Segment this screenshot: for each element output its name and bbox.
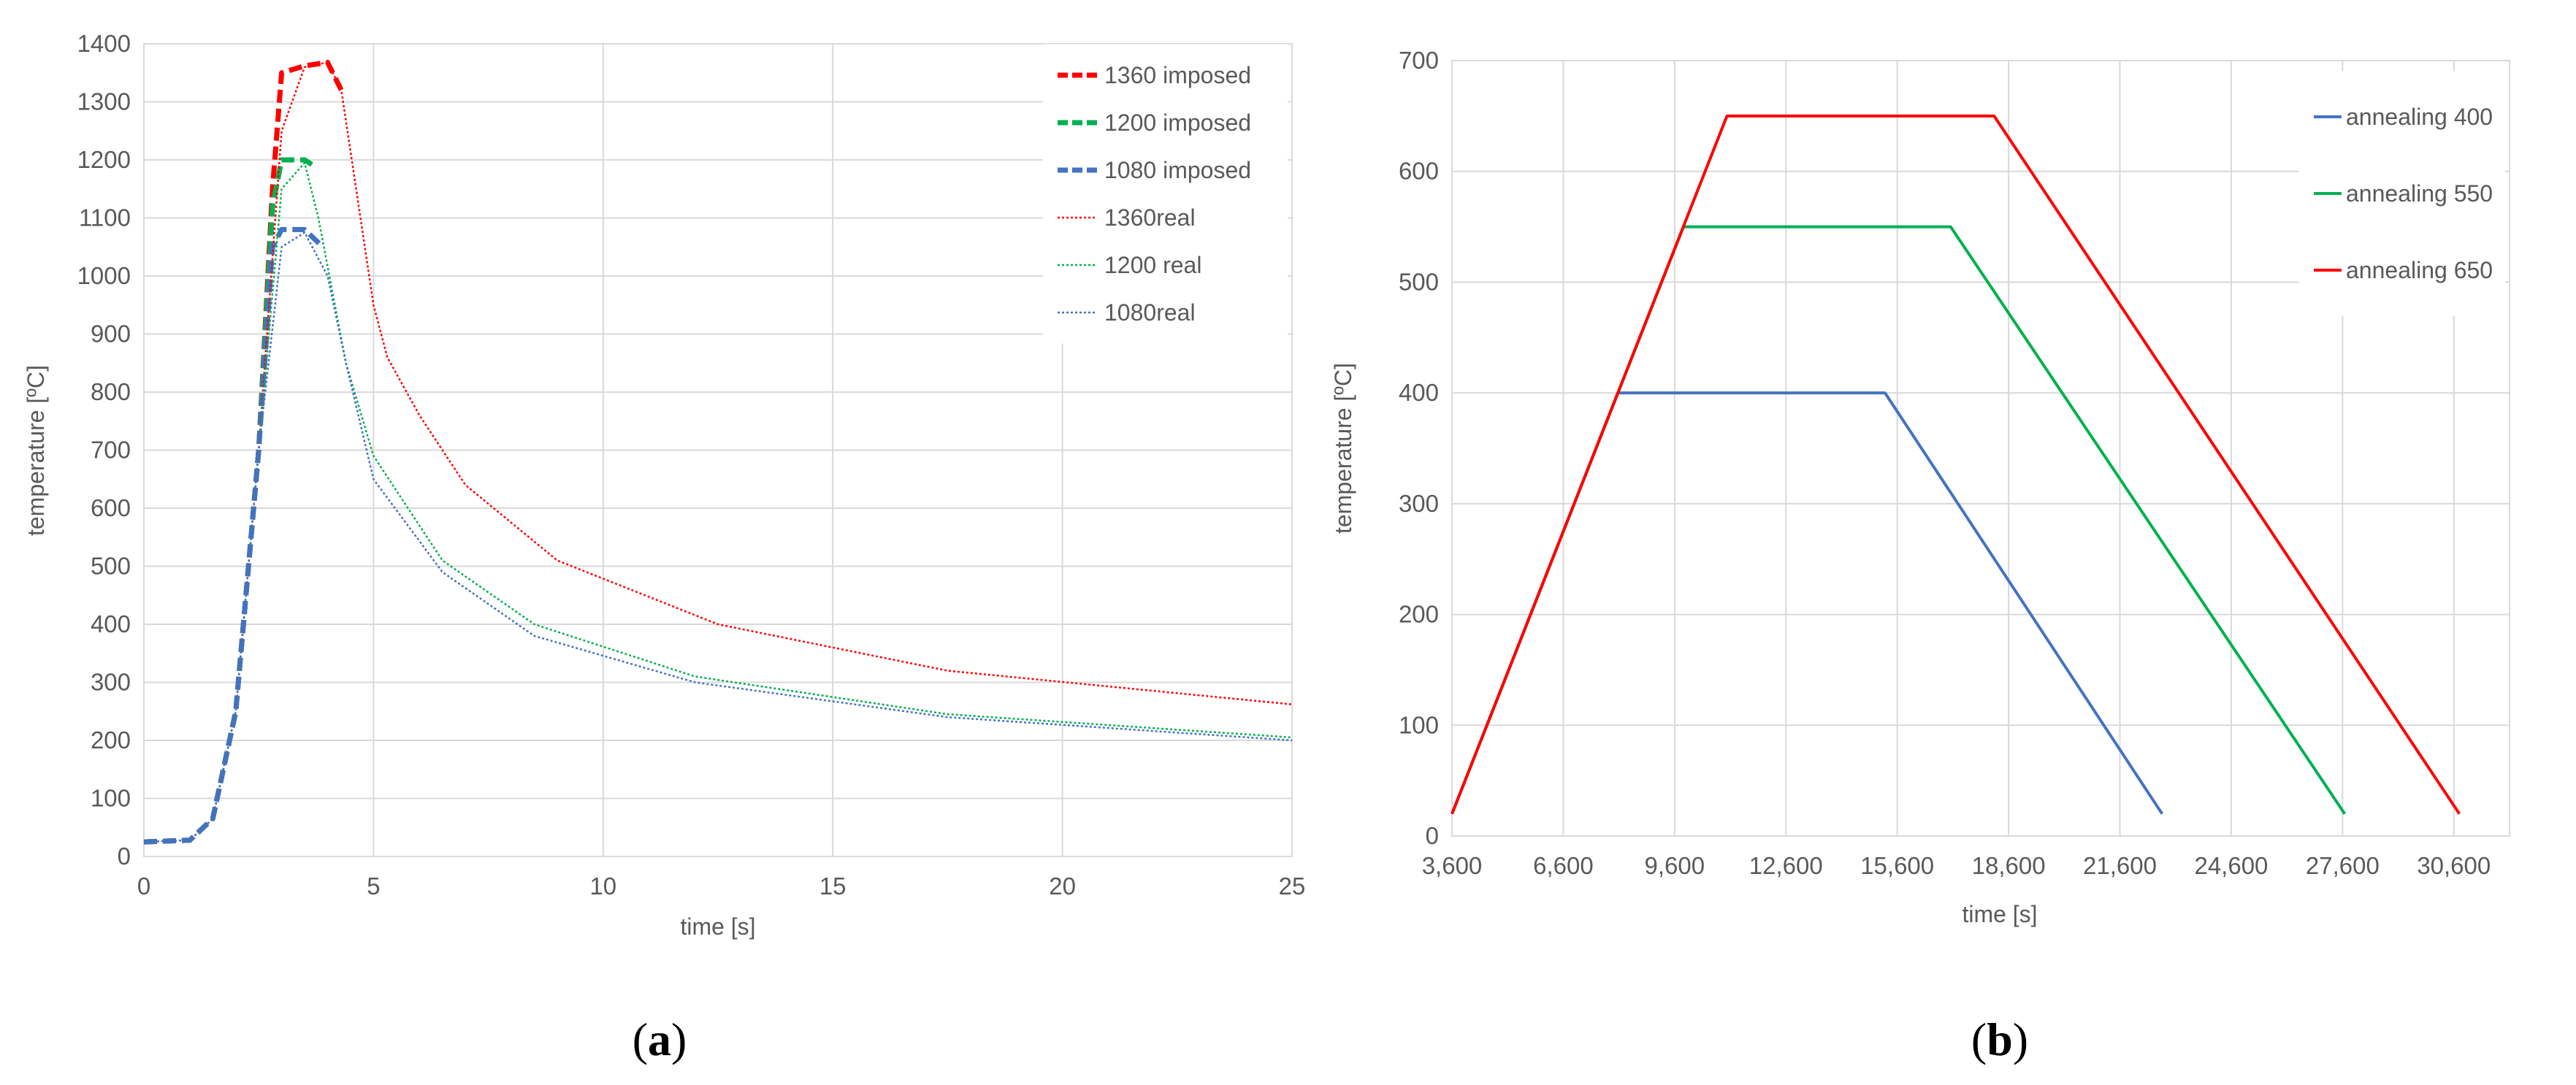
series-line (143, 59, 344, 845)
x-tick-label: 10 (589, 873, 616, 900)
chart-b-caption: (b) (1971, 1013, 2028, 1065)
chart-b-x-tick-labels: 3,600 6,600 9,600 12,600 15,600 18,600 21,600 2… (1422, 852, 2491, 879)
chart-b-y-axis-title: temperature [ºC] (1330, 363, 1356, 534)
y-tick-label: 700 (1399, 47, 1439, 74)
x-tick-label: 24,600 (2194, 852, 2268, 879)
legend-label: annealing 650 (2346, 257, 2493, 283)
chart-a: 0100200300400500600700800900100011001200… (23, 30, 1305, 1065)
x-tick-label: 12,600 (1749, 852, 1823, 879)
x-tick-label: 15,600 (1860, 852, 1934, 879)
chart-b-legend: annealing 400 annealing 550 annealing 650 (2299, 71, 2505, 316)
y-tick-label: 400 (1399, 379, 1439, 406)
chart-b-x-axis-title: time [s] (1962, 901, 2037, 927)
legend-label: 1360real (1104, 204, 1196, 231)
x-tick-label: 9,600 (1645, 852, 1705, 879)
y-tick-label: 0 (118, 843, 131, 870)
legend-label: 1080 imposed (1104, 157, 1251, 183)
x-tick-label: 15 (819, 873, 846, 900)
legend-label: 1200 imposed (1104, 110, 1251, 136)
legend-label: 1200 real (1104, 252, 1201, 278)
y-tick-label: 100 (91, 785, 131, 812)
y-tick-label: 200 (91, 726, 131, 754)
y-tick-label: 0 (1426, 822, 1439, 849)
y-tick-label: 1200 (77, 146, 131, 173)
chart-a-series (143, 59, 1293, 845)
x-tick-label: 18,600 (1972, 852, 2046, 879)
chart-a-x-tick-labels: 0 5 10 15 20 25 (137, 873, 1306, 900)
series-line (1451, 391, 2164, 815)
x-tick-label: 21,600 (2083, 852, 2157, 879)
x-tick-label: 3,600 (1422, 852, 1483, 879)
y-tick-label: 100 (1399, 711, 1439, 738)
legend-label: 1360 imposed (1104, 62, 1251, 88)
y-tick-label: 300 (91, 669, 131, 696)
y-tick-label: 400 (91, 610, 131, 637)
x-tick-label: 25 (1279, 873, 1306, 900)
y-tick-label: 200 (1399, 601, 1439, 628)
x-tick-label: 0 (137, 873, 150, 900)
y-tick-label: 1300 (77, 88, 131, 115)
chart-b: 0 100 200 300 400 500 600 700 3,600 6,600 9,600 12… (1330, 47, 2510, 1065)
y-tick-label: 500 (91, 553, 131, 580)
chart-a-caption: (a) (632, 1013, 687, 1065)
y-tick-label: 1000 (77, 262, 131, 289)
y-tick-label: 1100 (79, 204, 131, 231)
chart-b-y-tick-labels: 0 100 200 300 400 500 600 700 (1399, 47, 1439, 849)
legend-label: 1080real (1104, 299, 1196, 326)
chart-b-plot-frame (1451, 60, 2510, 837)
legend-label: annealing 400 (2346, 104, 2493, 130)
y-tick-label: 900 (91, 321, 131, 348)
x-tick-label: 30,600 (2417, 852, 2491, 879)
y-tick-label: 800 (91, 378, 131, 405)
series-line (143, 226, 325, 845)
series-line (1451, 114, 2461, 815)
series-line (143, 231, 1293, 843)
chart-a-plot-frame (143, 43, 1293, 857)
x-tick-label: 5 (367, 873, 380, 900)
y-tick-label: 1400 (77, 30, 131, 57)
y-tick-label: 300 (1399, 490, 1439, 517)
chart-b-series (1451, 114, 2461, 815)
y-tick-label: 600 (1399, 158, 1439, 185)
x-tick-label: 27,600 (2306, 852, 2380, 879)
chart-a-legend: 1360 imposed 1200 imposed 1080 imposed 1360… (1043, 44, 1288, 344)
legend-background (1043, 44, 1288, 344)
y-tick-label: 600 (91, 494, 131, 521)
x-tick-label: 20 (1049, 873, 1076, 900)
chart-a-x-axis-title: time [s] (680, 913, 755, 940)
legend-label: annealing 550 (2346, 180, 2493, 207)
y-tick-label: 500 (1399, 268, 1439, 295)
y-tick-label: 700 (91, 437, 131, 464)
x-tick-label: 6,600 (1533, 852, 1594, 879)
chart-a-y-axis-title: temperature [ºC] (23, 365, 49, 536)
chart-a-y-tick-labels: 0 100 200 300 400 500 600 700 800 900 1000 1100 1200… (77, 30, 131, 870)
